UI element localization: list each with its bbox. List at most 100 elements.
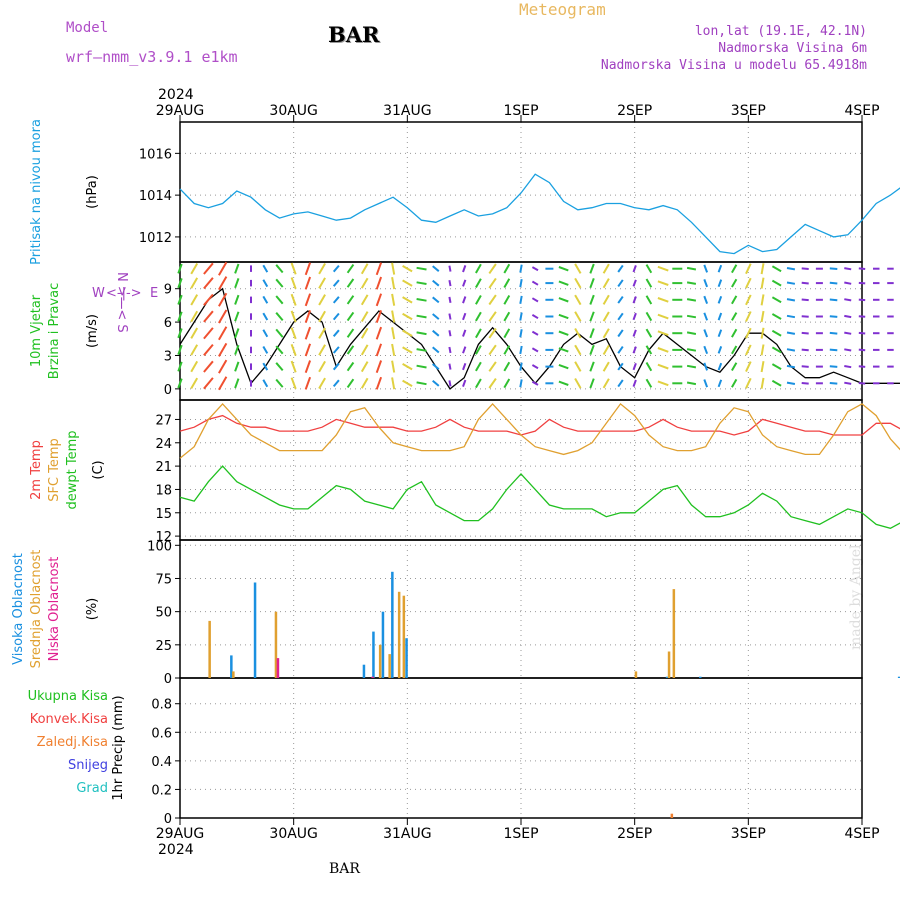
y-tick-label: 0	[164, 812, 172, 827]
wind-direction-arrow	[360, 311, 369, 323]
wind-direction-arrow	[760, 344, 765, 356]
wind-direction-arrow	[488, 311, 497, 322]
bar-cloud	[378, 644, 382, 678]
wind-direction-arrow	[858, 281, 866, 285]
wind-direction-arrow	[771, 265, 782, 273]
wind-direction-arrow	[177, 328, 183, 339]
wind-direction-arrow	[558, 380, 569, 386]
axis-unit-temperature: (C)	[91, 460, 106, 479]
wind-direction-arrow	[432, 279, 440, 287]
x-tick-label-bottom: 2SEP	[617, 826, 652, 842]
wind-direction-arrow	[574, 344, 582, 356]
wind-direction-arrow	[617, 279, 624, 287]
wind-direction-arrow	[731, 295, 738, 305]
bar-cloud	[634, 671, 638, 678]
wind-direction-arrow	[602, 361, 610, 372]
elevation-label: Nadmorska Visina 6m	[718, 41, 867, 56]
wind-direction-arrow	[391, 277, 396, 290]
wind-direction-arrow	[290, 377, 297, 390]
wind-direction-arrow	[432, 296, 440, 304]
series-line-temperature	[179, 402, 900, 459]
wind-direction-arrow	[731, 312, 738, 321]
bar-cloud	[381, 611, 385, 678]
wind-direction-arrow	[391, 327, 396, 340]
wind-direction-arrow	[275, 328, 284, 338]
wind-direction-arrow	[375, 343, 383, 357]
wind-direction-arrow	[632, 329, 637, 337]
wind-direction-arrow	[391, 293, 396, 306]
y-tick-label: 0	[164, 672, 172, 687]
y-tick-label: 18	[155, 483, 172, 498]
wind-direction-arrow	[858, 348, 866, 352]
wind-direction-arrow	[503, 311, 511, 322]
wind-direction-arrow	[531, 330, 539, 336]
wind-direction-arrow	[177, 294, 183, 305]
wind-direction-arrow	[829, 281, 838, 285]
wind-direction-arrow	[262, 362, 269, 371]
wind-direction-arrow	[589, 328, 595, 339]
wind-direction-arrow	[391, 343, 396, 356]
wind-direction-arrow	[844, 365, 852, 369]
wind-direction-arrow	[602, 344, 610, 356]
wind-direction-arrow	[375, 262, 383, 276]
wind-direction-arrow	[531, 266, 539, 272]
wind-direction-arrow	[632, 379, 637, 387]
wind-direction-arrow	[402, 279, 413, 287]
wind-direction-arrow	[275, 345, 284, 355]
wind-direction-arrow	[203, 293, 214, 306]
wind-direction-arrow	[375, 360, 383, 374]
wind-direction-arrow	[448, 280, 452, 287]
bar-cloud	[230, 655, 233, 678]
wind-direction-arrow	[262, 279, 269, 288]
wind-direction-arrow	[829, 348, 838, 352]
wind-direction-arrow	[519, 345, 523, 355]
wind-direction-arrow	[275, 378, 284, 388]
wind-direction-arrow	[416, 314, 427, 319]
wind-direction-arrow	[760, 294, 765, 306]
wind-direction-arrow	[203, 360, 214, 373]
bar-cloud	[897, 676, 900, 678]
y-tick-label: 1016	[139, 147, 172, 162]
wind-direction-arrow	[448, 296, 452, 303]
wind-direction-arrow	[318, 360, 326, 373]
wind-direction-arrow	[632, 296, 637, 304]
wind-direction-arrow	[771, 296, 782, 304]
compass-north: N >--	[114, 272, 129, 306]
wind-direction-arrow	[475, 328, 482, 339]
precip-legend-label: Zaledj.Kisa	[37, 735, 108, 750]
wind-direction-arrow	[432, 363, 440, 370]
wind-direction-arrow	[234, 361, 240, 372]
wind-direction-arrow	[275, 278, 284, 288]
wind-direction-arrow	[318, 310, 326, 323]
wind-direction-arrow	[432, 265, 440, 272]
x-tick-label-top: 2SEP	[617, 103, 652, 119]
wind-direction-arrow	[360, 344, 369, 356]
wind-direction-arrow	[771, 313, 782, 320]
wind-direction-arrow	[462, 346, 467, 354]
wind-direction-arrow	[462, 296, 467, 304]
wind-direction-arrow	[203, 343, 214, 356]
series-line-wind	[179, 287, 900, 390]
wind-direction-arrow	[475, 345, 482, 355]
wind-direction-arrow	[391, 262, 396, 275]
wind-direction-arrow	[731, 328, 738, 338]
wind-direction-arrow	[844, 381, 852, 385]
meteogram-label: Meteogram	[519, 0, 606, 19]
wind-direction-arrow	[416, 298, 427, 302]
wind-direction-arrow	[488, 378, 497, 389]
wind-direction-arrow	[703, 312, 709, 321]
wind-direction-arrow	[304, 262, 312, 276]
axis-title-wind: 10m Vjetar	[29, 294, 44, 367]
wind-direction-arrow	[360, 277, 369, 289]
wind-direction-arrow	[574, 378, 582, 389]
wind-direction-arrow	[304, 326, 312, 340]
wind-direction-arrow	[844, 298, 852, 302]
wind-direction-arrow	[402, 265, 413, 273]
wind-direction-arrow	[786, 281, 796, 285]
wind-direction-arrow	[617, 264, 624, 273]
wind-direction-arrow	[332, 379, 340, 388]
wind-direction-arrow	[262, 379, 269, 388]
wind-direction-arrow	[786, 314, 796, 319]
wind-direction-arrow	[346, 328, 355, 338]
